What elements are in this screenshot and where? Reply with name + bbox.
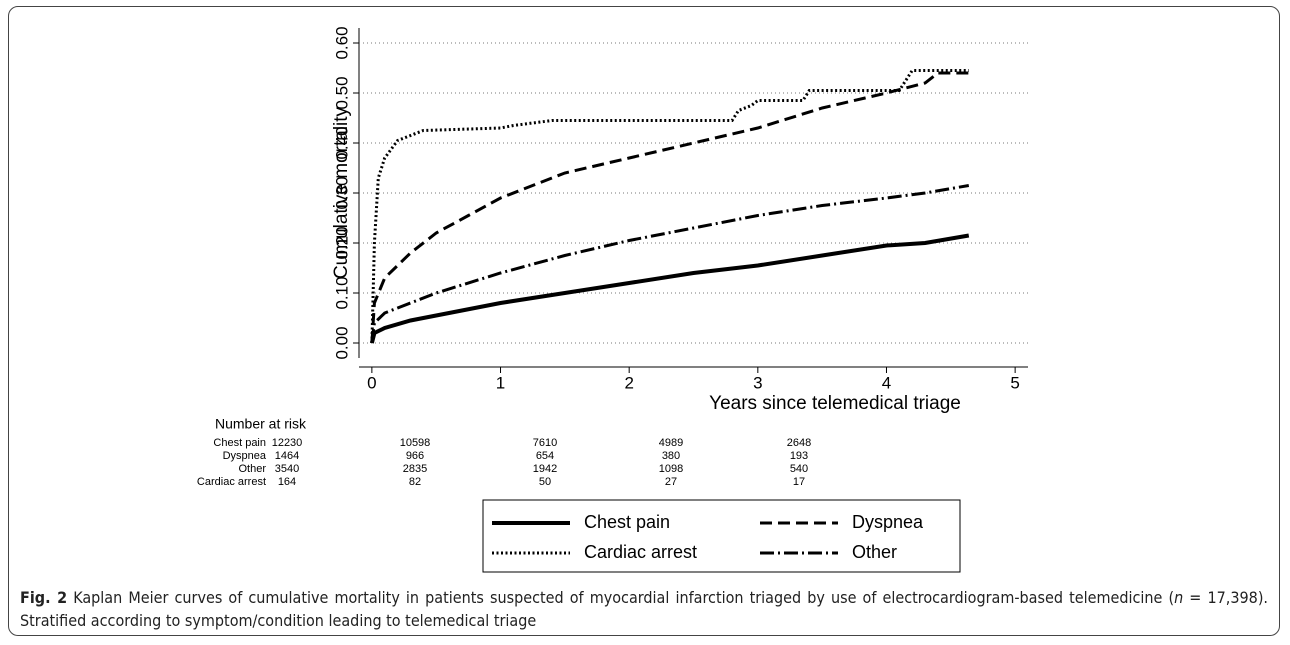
km-curve [370,71,969,344]
legend-label: Other [852,542,897,562]
caption: Fig. 2 Kaplan Meier curves of cumulative… [20,586,1268,632]
x-tick-label: 5 [1010,373,1019,392]
risk-row-label: Other [238,463,266,475]
legend-box [482,499,961,573]
km-curve [369,233,970,344]
risk-row-label: Cardiac arrest [197,476,266,488]
x-tick-label: 4 [882,373,891,392]
risk-value: 193 [790,450,808,462]
x-axis-title: Years since telemedical triage [709,393,961,414]
risk-value: 10598 [400,437,431,449]
risk-value: 1098 [659,463,683,475]
risk-value: 654 [536,450,554,462]
legend-label: Chest pain [584,512,670,532]
caption-italic: n [1174,588,1184,607]
x-tick-label: 1 [496,373,505,392]
risk-value: 27 [665,476,677,488]
km-curve [370,69,969,344]
risk-value: 966 [406,450,424,462]
risk-value: 380 [662,450,680,462]
risk-row-label: Chest pain [213,437,266,449]
y-tick-label: 0.30 [332,176,351,209]
x-tick-label: 3 [753,373,762,392]
caption-text: Kaplan Meier curves of cumulative mortal… [73,588,1175,607]
legend-label: Dyspnea [852,512,924,532]
y-tick-label: 0.20 [332,226,351,259]
y-tick-label: 0.00 [332,326,351,359]
y-tick-label: 0.60 [332,26,351,59]
legend-label: Cardiac arrest [584,542,697,562]
risk-value: 50 [539,476,551,488]
risk-value: 2835 [403,463,427,475]
x-tick-label: 0 [367,373,376,392]
risk-row-label: Dyspnea [223,450,267,462]
x-tick-label: 2 [624,373,633,392]
risk-value: 7610 [533,437,557,449]
risk-value: 540 [790,463,808,475]
y-tick-label: 0.50 [332,76,351,109]
caption-text: = 17,398). Stratified according to sympt… [20,588,1269,630]
risk-value: 82 [409,476,421,488]
figure-frame [8,6,1280,636]
risk-value: 1464 [275,450,299,462]
y-tick-label: 0.40 [332,126,351,159]
risk-value: 3540 [275,463,299,475]
risk-value: 17 [793,476,805,488]
risk-value: 12230 [272,437,303,449]
chart: Years since telemedical triage Cumulativ… [197,26,1028,573]
y-axis-title: Cumulative mortality [331,106,352,279]
risk-table-title: Number at risk [215,416,307,432]
risk-value: 1942 [533,463,557,475]
risk-value: 4989 [659,437,683,449]
risk-value: 2648 [787,437,811,449]
risk-value: 164 [278,476,296,488]
y-tick-label: 0.10 [332,276,351,309]
caption-label: Fig. 2 [20,588,68,607]
km-curve [370,184,970,344]
